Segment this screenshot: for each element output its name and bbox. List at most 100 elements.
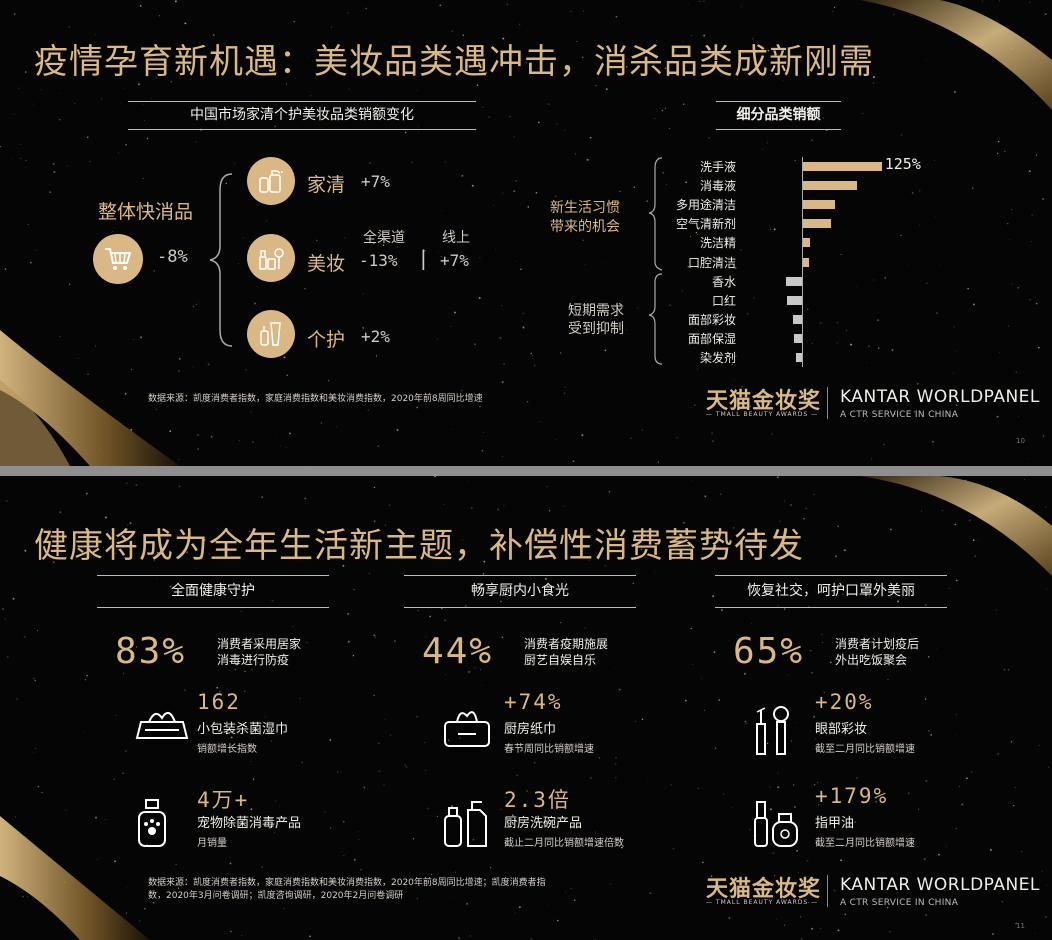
group-label-positive-line1: 新生活习惯 (550, 200, 620, 216)
item-sub: 春节周同比销额增速 (504, 744, 594, 755)
kantar-subtitle: A CTR SERVICE IN CHINA (840, 898, 959, 908)
page-number: 11 (1016, 922, 1025, 930)
bar-category-label: 多用途清洁 (675, 198, 736, 213)
right-section-header-text: 细分品类销额 (736, 107, 821, 123)
channel-divider: | (420, 246, 427, 270)
item-title: 宠物除菌消毒产品 (197, 816, 302, 831)
bar-data-label: 125% (884, 155, 921, 173)
category-sales-bar-chart: 洗手液 125% 消毒液 多用途清洁 空气清新剂 洗洁精 口腔清洁 香水 口红 面部彩妆 面部保湿染… (660, 155, 1020, 369)
nail-polish-icon (753, 798, 799, 854)
kantar-worldpanel-logo: KANTAR WORLDPANEL (840, 387, 1040, 407)
bar (795, 353, 802, 362)
item-value: 4万+ (197, 788, 250, 812)
category-value-personal-care: +2% (361, 327, 390, 346)
personal-care-icon (247, 310, 295, 358)
group-label-negative-line1: 短期需求 (568, 303, 624, 319)
item-sub: 截至二月同比销额增速 (815, 838, 915, 849)
slide-2-title: 健康将成为全年生活新主题，补偿性消费蓄势待发 (34, 526, 804, 566)
tissue-box-icon (442, 704, 492, 754)
item-value: +179% (815, 784, 889, 808)
slide-separator (0, 466, 1052, 476)
column-header-text: 全面健康守护 (171, 583, 255, 599)
item-sub: 截至二月同比销额增速 (815, 744, 915, 755)
item-value: 2.3倍 (504, 788, 571, 812)
stat-value: 65% (733, 631, 805, 672)
group-label-negative-line2: 受到抑制 (568, 321, 624, 337)
stat-desc-line2: 外出吃饭聚会 (835, 653, 908, 667)
right-section-header: 细分品类销额 (716, 101, 841, 130)
item-value: +20% (815, 690, 874, 714)
slide-1-source: 数据来源：凯度消费者指数，家庭消费指数和美妆消费指数，2020年前8周同比增速 (148, 394, 483, 404)
category-label-beauty: 美妆 (307, 253, 346, 275)
cleaning-bottles-icon (247, 157, 295, 205)
category-label-home-care: 家清 (307, 174, 346, 196)
tmall-beauty-awards-subtitle: — TMALL BEAUTY AWARDS — (706, 411, 819, 418)
group-brace (648, 157, 663, 365)
bar (786, 295, 802, 305)
overall-value: -8% (157, 247, 188, 267)
bar (803, 200, 835, 210)
bar (786, 276, 802, 286)
overall-label: 整体快消品 (98, 201, 194, 223)
bar-category-label: 面部彩妆 (687, 312, 736, 327)
item-title: 厨房纸巾 (504, 722, 557, 737)
bar (792, 314, 802, 324)
stat-value: 44% (422, 631, 494, 672)
brand-divider (827, 875, 828, 907)
bar-category-label: 洗洁精 (699, 236, 736, 251)
kantar-worldpanel-logo: KANTAR WORLDPANEL (840, 875, 1040, 895)
bar-category-label: 口红 (711, 293, 736, 308)
left-section-header: 中国市场家清个护美妆品类销额变化 (128, 101, 476, 130)
bar-category-label: 消毒液 (699, 179, 736, 194)
channel-label-online: 线上 (442, 230, 470, 246)
slide-2-source-line2: 数，2020年3月问卷调研；凯度咨询调研，2020年2月问卷调研 (148, 891, 404, 901)
page-number: 10 (1016, 437, 1025, 445)
bar-category-label: 染发剂 (699, 351, 736, 365)
chart-axis (802, 157, 803, 368)
brand-divider (827, 387, 828, 419)
left-section-header-text: 中国市场家清个护美妆品类销额变化 (190, 107, 414, 123)
slide-1: 疫情孕育新机遇：美妆品类遇冲击，消杀品类成新刚需 中国市场家清个护美妆品类销额变… (0, 0, 1052, 466)
column-header: 畅享厨内小食光 (404, 575, 636, 608)
stat-desc-line2: 消毒进行防疫 (217, 653, 290, 667)
stat-desc-line1: 消费者计划疫后 (835, 637, 920, 651)
gold-swoosh-top-right (860, 476, 1052, 576)
item-title: 小包装杀菌湿巾 (197, 722, 289, 737)
item-sub: 截止二月同比销额增速倍数 (504, 838, 624, 849)
pet-spray-icon (135, 798, 169, 854)
bar (803, 162, 882, 171)
column-header-text: 畅享厨内小食光 (471, 583, 569, 599)
bar (794, 333, 802, 343)
bar-category-label: 香水 (711, 274, 736, 289)
eye-makeup-icon (753, 704, 793, 762)
bar-category-label: 口腔清洁 (687, 255, 736, 270)
bar (803, 219, 831, 229)
item-title: 厨房洗碗产品 (504, 816, 583, 831)
bar (803, 257, 809, 267)
bar (803, 181, 857, 191)
stat-desc-line1: 消费者采用居家 (217, 637, 302, 651)
slide-2: 健康将成为全年生活新主题，补偿性消费蓄势待发 全面健康守护 83% 消费者采用居… (0, 476, 1052, 940)
slide-1-title: 疫情孕育新机遇：美妆品类遇冲击，消杀品类成新刚需 (34, 42, 874, 82)
category-value-home-care: +7% (361, 172, 390, 191)
item-title: 指甲油 (815, 816, 855, 831)
slide-2-source-line1: 数据来源：凯度消费者指数，家庭消费指数和美妆消费指数，2020年前8周同比增速；… (148, 878, 546, 888)
category-value-beauty-online: +7% (440, 251, 469, 270)
cosmetics-icon (247, 234, 295, 282)
item-title: 眼部彩妆 (815, 722, 868, 737)
stat-desc-line1: 消费者疫期施展 (524, 637, 609, 651)
bar-category-label: 面部保湿 (687, 331, 736, 346)
channel-label-all: 全渠道 (363, 230, 405, 246)
wet-wipes-icon (135, 704, 189, 750)
item-sub: 销额增长指数 (197, 744, 257, 755)
tmall-beauty-awards-subtitle: — TMALL BEAUTY AWARDS — (706, 899, 819, 906)
bar (803, 238, 810, 248)
category-label-personal-care: 个护 (307, 329, 346, 351)
kantar-subtitle: A CTR SERVICE IN CHINA (840, 410, 959, 420)
category-value-beauty-all-channel: -13% (359, 251, 398, 270)
tmall-beauty-awards-logo: 天猫金妆奖 (706, 389, 822, 414)
column-header: 全面健康守护 (97, 575, 329, 608)
stat-value: 83% (115, 631, 187, 672)
item-value: 162 (197, 690, 241, 714)
column-header-text: 恢复社交，呵护口罩外美丽 (747, 583, 915, 599)
